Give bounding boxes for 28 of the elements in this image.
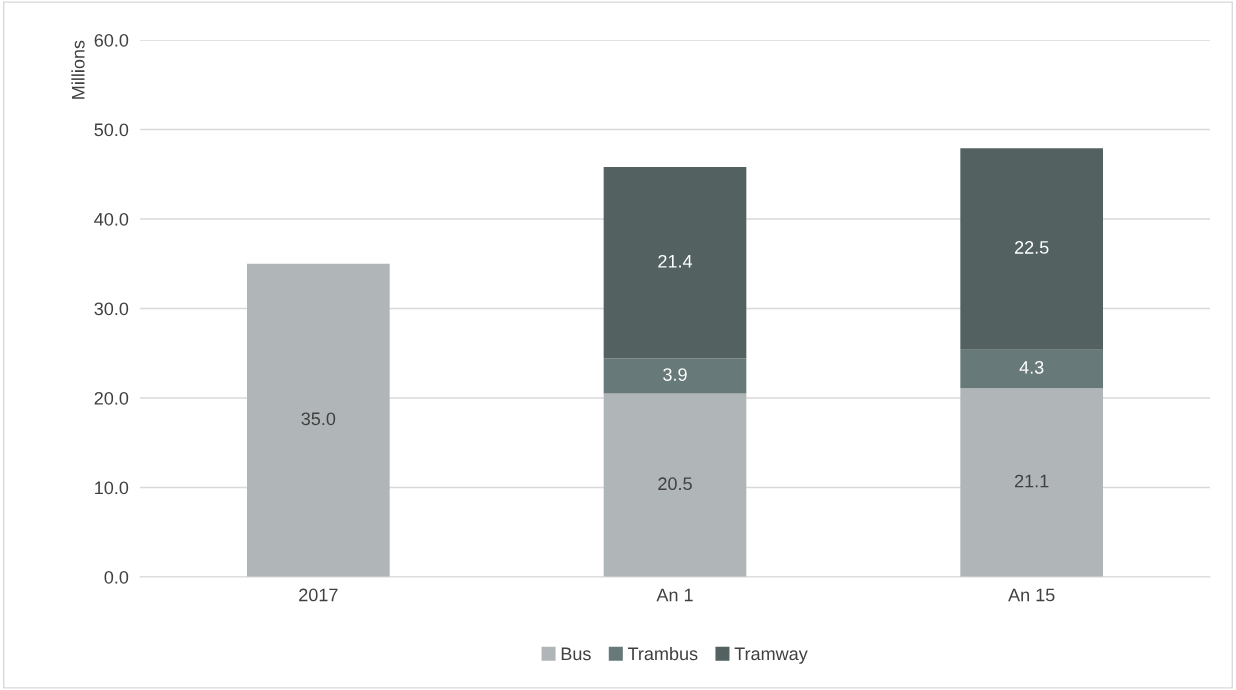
data-label: 4.3 xyxy=(1019,360,1044,374)
bar xyxy=(960,148,1103,350)
bar xyxy=(960,388,1103,577)
data-label: 21.4 xyxy=(658,254,693,268)
bar xyxy=(603,167,747,359)
y-tick-label: 30.0 xyxy=(94,302,129,316)
bar xyxy=(960,349,1103,389)
y-tick-label: 40.0 xyxy=(94,212,129,226)
data-label: 3.9 xyxy=(663,368,687,381)
y-tick-label: 0.0 xyxy=(104,570,129,584)
y-tick-label: 50.0 xyxy=(94,123,129,137)
y-tick-label: 20.0 xyxy=(94,391,129,405)
legend-label: Tramway xyxy=(734,647,808,664)
bar xyxy=(603,393,747,577)
x-tick-label: An 15 xyxy=(1008,588,1055,602)
legend-label: Bus xyxy=(561,647,591,661)
data-label: 20.5 xyxy=(658,477,692,491)
y-axis-title: Millions xyxy=(71,40,85,99)
bar xyxy=(247,263,390,577)
x-tick-label: 2017 xyxy=(299,588,338,602)
data-label: 21.1 xyxy=(1015,474,1049,488)
y-tick-label: 10.0 xyxy=(95,481,129,495)
legend-label: Trambus xyxy=(627,646,698,661)
x-tick-label: An 1 xyxy=(656,588,693,602)
data-label: 22.5 xyxy=(1015,241,1049,254)
bar xyxy=(603,358,747,394)
y-tick-label: 60.0 xyxy=(94,33,129,47)
data-label: 35.0 xyxy=(301,412,336,426)
